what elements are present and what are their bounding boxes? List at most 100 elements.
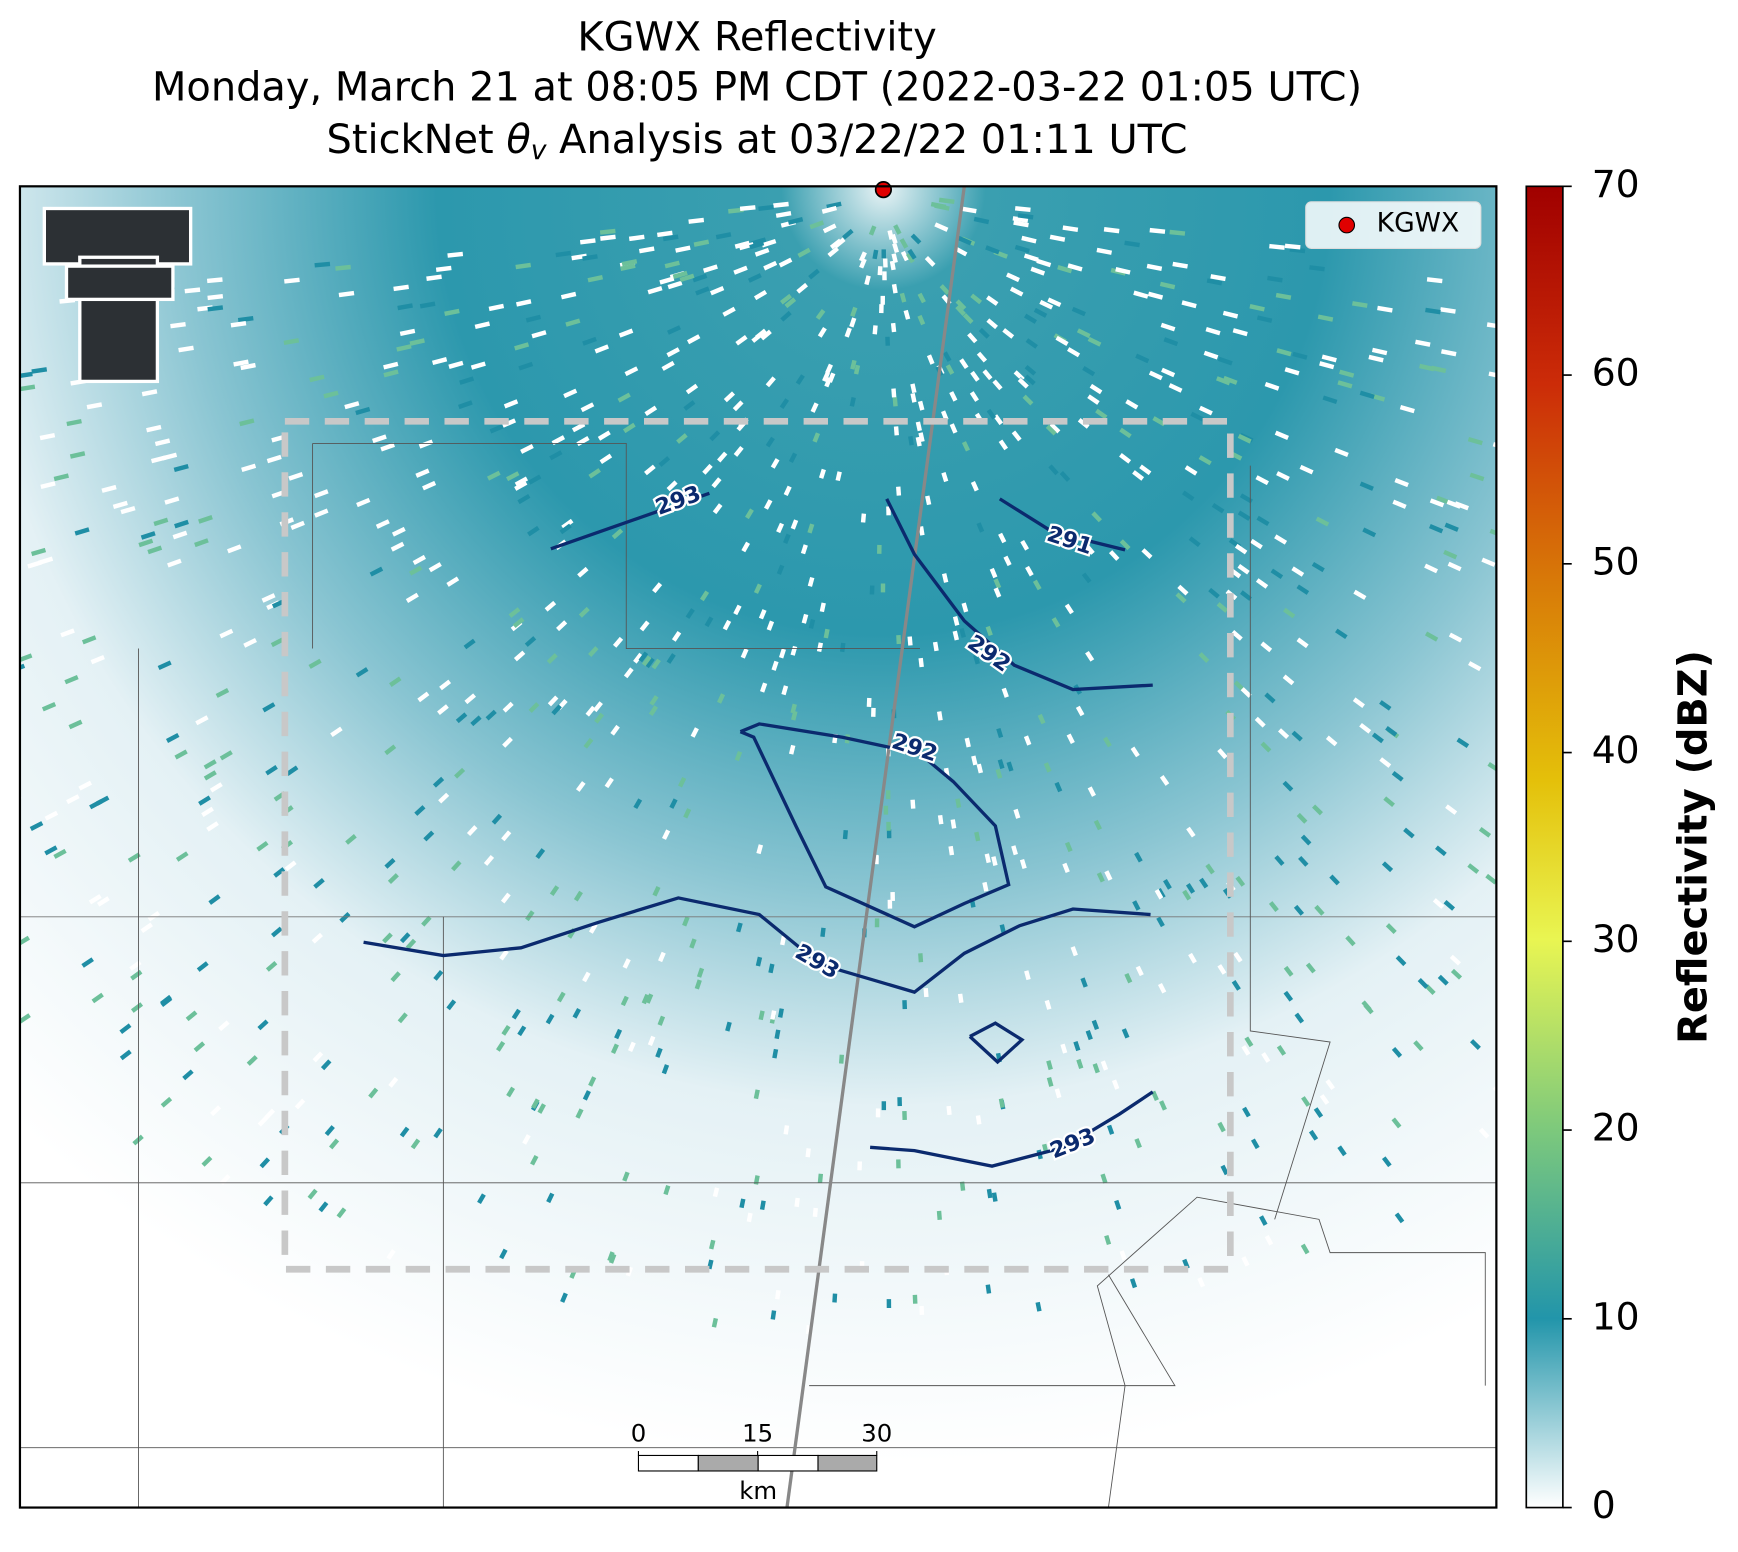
speckle bbox=[1260, 641, 1273, 653]
speckle bbox=[537, 1103, 546, 1114]
speckle bbox=[530, 1154, 539, 1166]
speckle bbox=[949, 391, 958, 402]
speckle bbox=[1119, 427, 1132, 439]
speckle bbox=[256, 840, 269, 852]
speckle bbox=[1505, 342, 1520, 345]
speckle bbox=[578, 606, 590, 618]
speckle bbox=[620, 995, 629, 1007]
speckle bbox=[621, 259, 638, 267]
speckle bbox=[1186, 826, 1196, 838]
speckle bbox=[433, 1127, 443, 1139]
speckle bbox=[790, 519, 799, 530]
speckle bbox=[517, 1025, 527, 1037]
speckle bbox=[384, 744, 397, 756]
speckle bbox=[827, 246, 840, 258]
speckle bbox=[812, 1207, 818, 1218]
speckle bbox=[788, 744, 796, 755]
speckle bbox=[641, 655, 652, 667]
speckle bbox=[1395, 955, 1407, 967]
speckle bbox=[182, 1069, 194, 1081]
speckle bbox=[1576, 982, 1585, 989]
speckle bbox=[1733, 458, 1738, 461]
title-subscript: v bbox=[531, 134, 548, 165]
speckle bbox=[758, 1010, 765, 1021]
speckle bbox=[753, 289, 768, 301]
speckle bbox=[1391, 1117, 1402, 1129]
speckle bbox=[783, 1125, 790, 1135]
speckle bbox=[1152, 416, 1166, 427]
speckle bbox=[1673, 339, 1688, 341]
speckle bbox=[575, 781, 586, 792]
speckle bbox=[1217, 748, 1228, 760]
speckle bbox=[375, 519, 390, 529]
speckle bbox=[397, 1012, 408, 1024]
speckle bbox=[19, 603, 21, 604]
speckle bbox=[1129, 1278, 1138, 1289]
speckle bbox=[369, 566, 384, 577]
speckle bbox=[29, 821, 44, 831]
speckle bbox=[1119, 453, 1132, 464]
speckle bbox=[383, 369, 399, 378]
speckle bbox=[973, 216, 990, 225]
speckle bbox=[696, 967, 705, 978]
speckle bbox=[454, 767, 466, 779]
speckle bbox=[141, 389, 158, 397]
speckle bbox=[19, 1013, 31, 1024]
speckle bbox=[1337, 380, 1353, 389]
speckle bbox=[147, 910, 161, 922]
speckle bbox=[264, 1108, 276, 1120]
speckle bbox=[658, 456, 671, 467]
speckle bbox=[734, 240, 750, 249]
speckle bbox=[842, 228, 854, 240]
speckle bbox=[1020, 539, 1029, 551]
speckle bbox=[905, 252, 915, 264]
speckle bbox=[1139, 464, 1152, 476]
speckle bbox=[1658, 301, 1673, 303]
speckle bbox=[1381, 1156, 1392, 1168]
legend-label: KGWX bbox=[1377, 208, 1460, 239]
speckle bbox=[1135, 965, 1144, 977]
speckle bbox=[600, 234, 616, 241]
speckle bbox=[1291, 566, 1305, 577]
speckle bbox=[1334, 447, 1349, 458]
speckle bbox=[201, 806, 214, 818]
speckle bbox=[1506, 391, 1520, 394]
speckle bbox=[923, 987, 929, 998]
speckle bbox=[1486, 322, 1497, 329]
speckle bbox=[66, 794, 80, 805]
speckle bbox=[1095, 408, 1108, 420]
speckle bbox=[682, 916, 690, 927]
speckle bbox=[1283, 965, 1294, 977]
speckle bbox=[1014, 244, 1030, 254]
speckle bbox=[565, 318, 581, 327]
speckle bbox=[645, 657, 655, 669]
speckle bbox=[1314, 904, 1325, 916]
speckle bbox=[417, 691, 430, 703]
speckle bbox=[1678, 586, 1691, 591]
speckle bbox=[307, 1188, 318, 1200]
speckle bbox=[1100, 1173, 1108, 1184]
speckle bbox=[44, 845, 58, 856]
speckle bbox=[733, 265, 748, 275]
speckle bbox=[0, 945, 10, 951]
speckle bbox=[164, 496, 180, 505]
speckle bbox=[633, 652, 643, 664]
speckle bbox=[261, 593, 276, 603]
speckle bbox=[745, 508, 754, 520]
speckle bbox=[1066, 733, 1075, 745]
speckle bbox=[868, 225, 877, 236]
speckle bbox=[1602, 701, 1614, 707]
speckle bbox=[203, 770, 217, 781]
speckle bbox=[891, 283, 898, 294]
speckle bbox=[872, 249, 879, 260]
speckle bbox=[1383, 796, 1395, 808]
speckle bbox=[824, 377, 832, 388]
speckle bbox=[1254, 716, 1266, 728]
speckle bbox=[356, 497, 371, 508]
speckle bbox=[380, 442, 395, 452]
speckle bbox=[733, 446, 744, 457]
speckle bbox=[1076, 1058, 1084, 1070]
highway bbox=[785, 186, 966, 1508]
speckle bbox=[1235, 875, 1246, 887]
speckle bbox=[203, 759, 217, 770]
